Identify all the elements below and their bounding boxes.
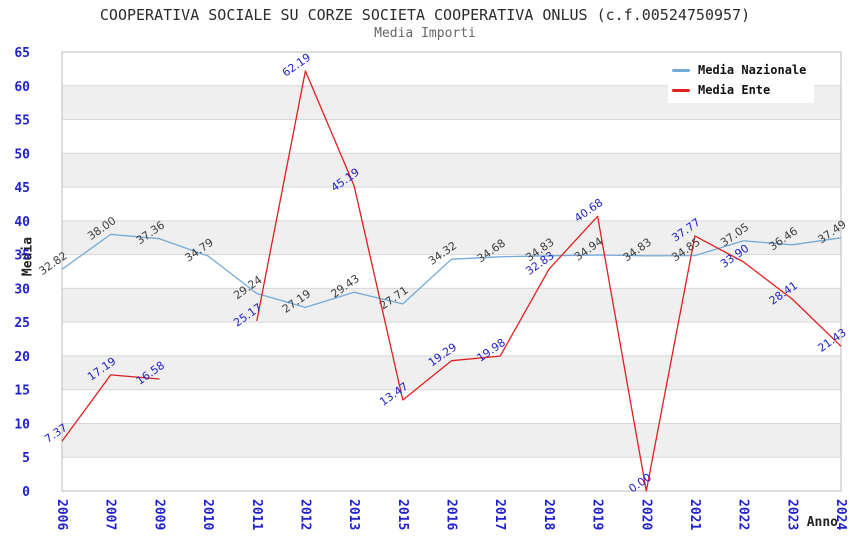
chart-subtitle: Media Importi xyxy=(374,26,476,41)
x-tick-label: 2006 xyxy=(54,499,69,530)
plot-band xyxy=(62,153,841,188)
legend-label-media-ente: Media Ente xyxy=(698,83,771,97)
plot-band xyxy=(62,322,841,356)
legend: Media Nazionale Media Ente xyxy=(668,57,814,103)
plot-band xyxy=(62,187,841,221)
plot-border xyxy=(61,51,842,492)
y-tick-label: 45 xyxy=(14,181,30,196)
y-tick-label: 5 xyxy=(22,451,30,466)
plot-band xyxy=(62,288,841,323)
x-tick-label: 2011 xyxy=(249,499,264,530)
y-tick-label: 35 xyxy=(14,249,30,264)
y-tick-label: 0 xyxy=(22,485,30,500)
plot-band xyxy=(62,220,841,255)
legend-line-swatch-ente xyxy=(672,88,690,92)
y-tick-label: 40 xyxy=(14,215,30,230)
y-tick-label: 50 xyxy=(14,147,30,162)
x-tick-label: 2019 xyxy=(590,499,605,530)
y-tick-label: 65 xyxy=(14,46,30,61)
legend-label-media-nazionale: Media Nazionale xyxy=(698,63,807,77)
y-tick-label: 10 xyxy=(14,417,30,432)
plot-band xyxy=(62,254,841,289)
y-tick-label: 60 xyxy=(14,80,30,95)
x-tick-label: 2018 xyxy=(541,499,556,530)
y-tick-label: 25 xyxy=(14,316,30,331)
plot-band xyxy=(62,389,841,424)
x-tick-label: 2024 xyxy=(833,499,848,530)
x-tick-label: 2020 xyxy=(638,499,653,530)
legend-item-media-ente: Media Ente xyxy=(672,83,814,97)
plot-band xyxy=(62,457,841,491)
x-tick-label: 2021 xyxy=(687,499,702,530)
series-line-media-ente xyxy=(61,70,842,492)
x-tick-label: 2009 xyxy=(151,499,166,530)
x-tick-label: 2017 xyxy=(492,499,507,530)
x-tick-label: 2013 xyxy=(346,499,361,530)
plot-band xyxy=(62,119,841,154)
x-tick-label: 2023 xyxy=(784,499,799,530)
plot-band xyxy=(62,423,841,458)
x-tick-label: 2010 xyxy=(200,499,215,530)
x-tick-label: 2012 xyxy=(297,499,312,530)
y-tick-label: 15 xyxy=(14,384,30,399)
x-axis-title: Anno xyxy=(806,515,838,530)
x-tick-label: 2007 xyxy=(103,499,118,530)
x-tick-label: 2022 xyxy=(736,499,751,530)
legend-line-swatch-nazionale xyxy=(672,68,690,72)
x-tick-label: 2016 xyxy=(444,499,459,530)
y-tick-label: 30 xyxy=(14,282,30,297)
plot-band xyxy=(62,355,841,390)
chart-title: COOPERATIVA SOCIALE SU CORZE SOCIETA COO… xyxy=(99,6,751,24)
x-tick-label: 2015 xyxy=(395,499,410,530)
y-tick-label: 55 xyxy=(14,114,30,129)
legend-item-media-nazionale: Media Nazionale xyxy=(672,63,814,77)
y-tick-label: 20 xyxy=(14,350,30,365)
series-line-media-nazionale xyxy=(61,233,842,309)
